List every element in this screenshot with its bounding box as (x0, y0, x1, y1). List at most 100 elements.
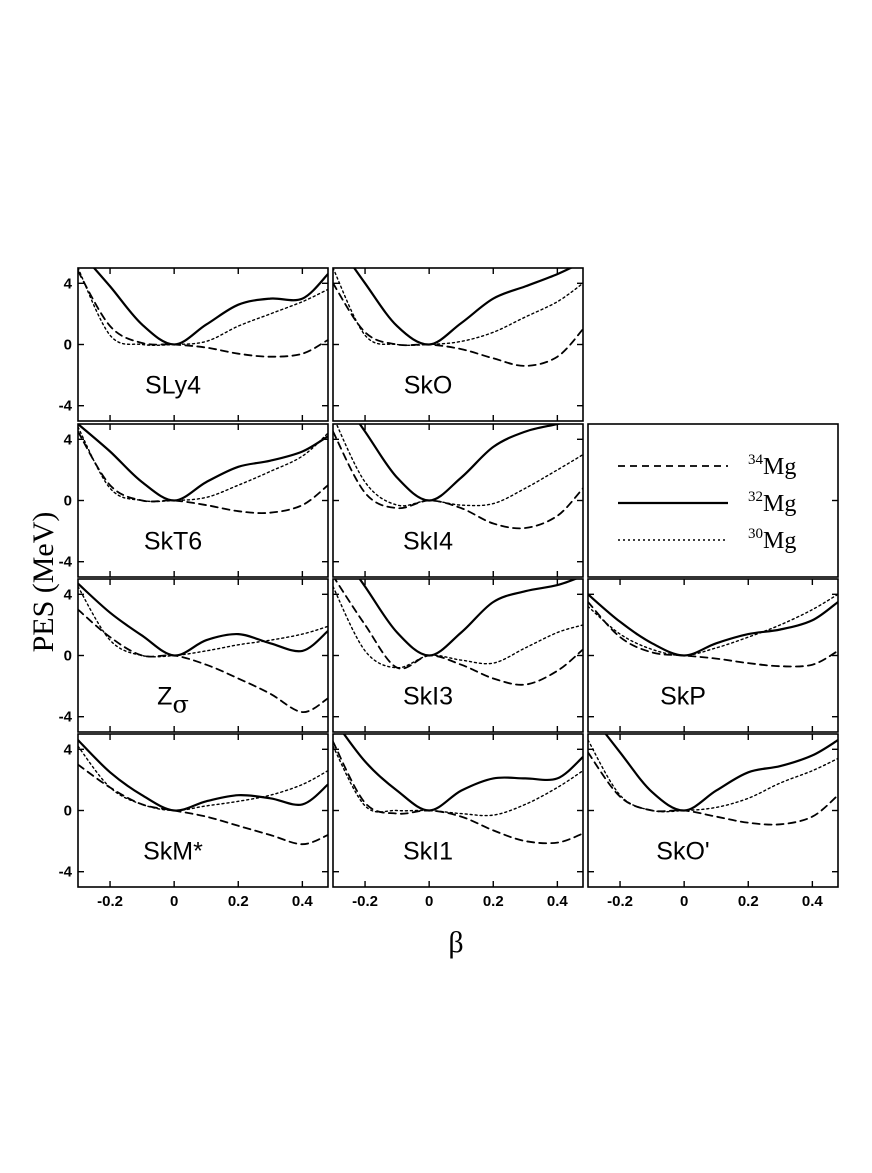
panel-frame (77, 423, 329, 578)
series-line-30Mg (588, 593, 838, 657)
panel-ski1: -0.2 0 0.2 0.4 SkI1 (332, 733, 584, 910)
panel-frame (77, 267, 329, 422)
x-tick-label: -0.2 (607, 893, 633, 910)
panel-label: SkI3 (403, 682, 453, 710)
panel-curves (333, 579, 583, 686)
y-tick-label: 0 (64, 493, 72, 510)
panel-sly4: 4 0 -4 SLy4 (59, 267, 329, 422)
panel-skm: 4 0 -4 -0.2 0 0.2 0.4 SkM* (59, 733, 329, 910)
series-line-30Mg (333, 585, 583, 669)
panel-curves (78, 268, 328, 358)
panel-label: Zσ (157, 682, 189, 718)
legend-entry-label: 34Mg (748, 452, 796, 480)
series-line-34Mg (78, 608, 328, 713)
panel-frame (332, 578, 584, 733)
x-tick-label: -0.2 (97, 893, 123, 910)
series-line-34Mg (333, 740, 583, 845)
series-line-34Mg (333, 579, 583, 686)
panel-label: SkM* (143, 837, 203, 865)
series-line-32Mg (358, 424, 563, 502)
legend: 34Mg 32Mg 30Mg (587, 423, 839, 578)
panel-curves (78, 424, 328, 515)
panel-ski3: SkI3 (332, 578, 584, 733)
series-line-32Mg (342, 734, 583, 812)
panel-label: SkI1 (403, 837, 453, 865)
panel-grid: 4 0 -4 SLy4 SkO 4 0 -4 SkT6 SkI4 4 0 -4 Zσ SkI3 SkP 4 0 -4… (59, 267, 839, 910)
panel-label: SkO (404, 371, 453, 399)
series-line-30Mg (588, 739, 838, 813)
series-line-34Mg (333, 282, 583, 367)
series-line-32Mg (352, 268, 574, 346)
panel-skp: SkP (587, 578, 839, 733)
series-line-32Mg (604, 734, 838, 812)
series-line-34Mg (333, 430, 583, 530)
panel-curves (333, 734, 583, 845)
y-axis-title: PES (MeV) (27, 512, 60, 653)
panel-frame (77, 733, 329, 888)
series-line-30Mg (78, 745, 328, 812)
panel-label: SkT6 (144, 527, 202, 555)
legend-entry-label: 32Mg (748, 489, 796, 517)
panel-curves (333, 424, 583, 530)
panel-curves (333, 268, 583, 367)
y-tick-label: 4 (64, 586, 73, 603)
series-line-32Mg (588, 593, 838, 657)
series-line-32Mg (78, 739, 328, 812)
series-line-32Mg (92, 268, 328, 346)
x-tick-label: 0.2 (738, 893, 759, 910)
series-line-34Mg (588, 601, 838, 668)
x-tick-label: 0 (170, 893, 178, 910)
panel-curves (588, 593, 838, 668)
y-tick-label: 0 (64, 648, 72, 665)
x-tick-label: 0 (680, 893, 688, 910)
y-tick-label: 4 (64, 431, 73, 448)
x-tick-label: 0.2 (483, 893, 504, 910)
y-tick-label: -4 (59, 554, 73, 571)
y-tick-label: 0 (64, 803, 72, 820)
series-line-30Mg (333, 268, 583, 346)
x-tick-label: 0.4 (547, 893, 569, 910)
panel-curves (78, 582, 328, 713)
x-tick-label: 0 (425, 893, 433, 910)
panel-curves (588, 734, 838, 826)
panel-curves (78, 739, 328, 846)
panel-label: SkI4 (403, 527, 453, 555)
series-line-30Mg (78, 426, 328, 503)
panel-label: SLy4 (145, 371, 201, 399)
y-tick-label: -4 (59, 709, 73, 726)
y-tick-label: -4 (59, 398, 73, 415)
x-tick-label: 0.4 (802, 893, 824, 910)
panel-frame (587, 423, 839, 578)
panel-sko: SkO (332, 267, 584, 422)
y-tick-label: -4 (59, 864, 73, 881)
panel-label: SkO' (656, 837, 709, 865)
legend-entry-label: 30Mg (748, 526, 796, 554)
series-line-32Mg (358, 579, 579, 657)
series-line-34Mg (588, 751, 838, 826)
series-line-30Mg (335, 424, 583, 507)
panel-skt6: 4 0 -4 SkT6 (59, 423, 329, 578)
panel-frame (587, 578, 839, 733)
series-line-32Mg (78, 582, 328, 657)
x-tick-label: 0.2 (228, 893, 249, 910)
series-line-30Mg (78, 268, 328, 346)
panel-ski4: SkI4 (332, 423, 584, 578)
series-line-30Mg (333, 745, 583, 817)
panel-frame (587, 733, 839, 888)
y-tick-label: 4 (64, 741, 73, 758)
x-tick-label: -0.2 (352, 893, 378, 910)
y-tick-label: 0 (64, 337, 72, 354)
panel-label: SkP (660, 682, 706, 710)
panel-frame (77, 578, 329, 733)
series-line-32Mg (78, 424, 328, 502)
series-line-34Mg (78, 430, 328, 515)
y-tick-label: 4 (64, 275, 73, 292)
series-line-34Mg (78, 270, 328, 358)
panel-z: 4 0 -4 Zσ (59, 578, 329, 733)
series-line-30Mg (78, 585, 328, 658)
panel-frame (332, 423, 584, 578)
series-line-34Mg (78, 763, 328, 846)
x-axis-title: β (448, 926, 463, 959)
panel-sko: -0.2 0 0.2 0.4 SkO' (587, 733, 839, 910)
